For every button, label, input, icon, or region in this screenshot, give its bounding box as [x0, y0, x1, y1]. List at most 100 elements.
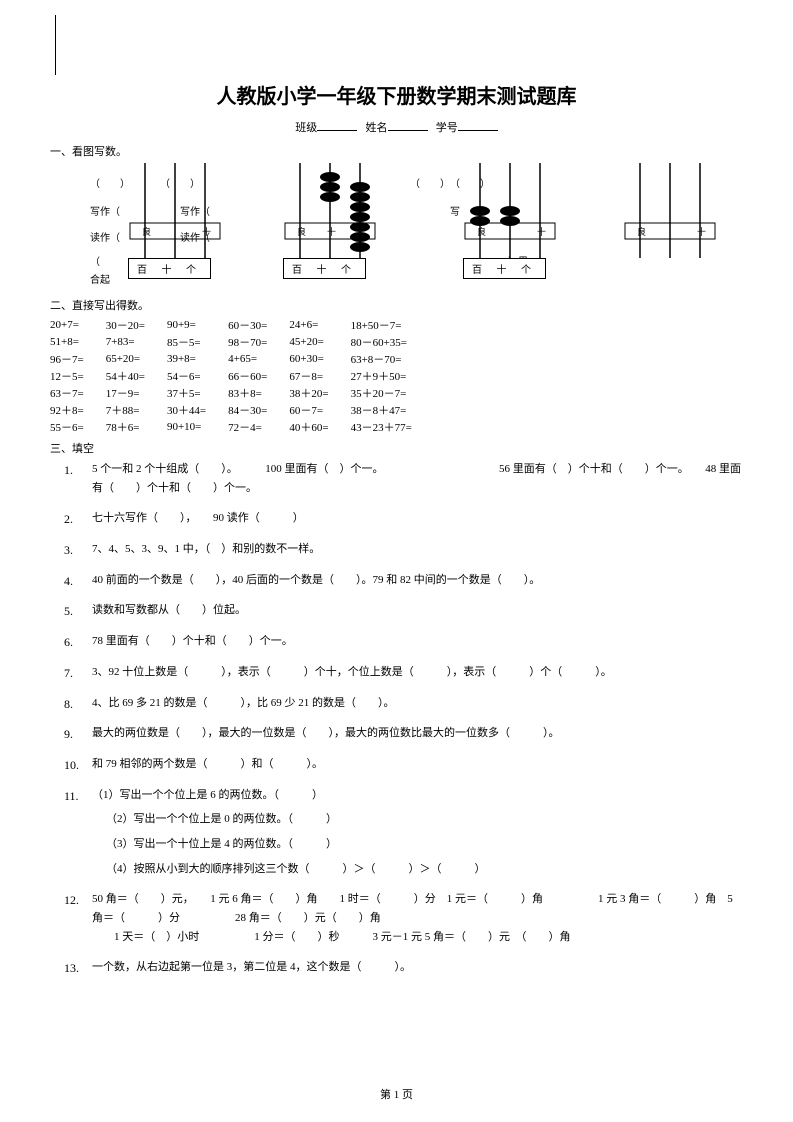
item-text: 5 个一和 2 个十组成（ ）。 100 里面有（ ）个一。 56 里面有（ ）… — [92, 463, 741, 494]
item-text: 50 角＝（ ）元， 1 元 6 角＝（ ）角 1 时＝（ ）分 1 元＝（ ）… — [92, 893, 736, 942]
fill-item: 9.最大的两位数是（ ），最大的一位数是（ ），最大的两位数比最大的一位数多（ … — [92, 724, 743, 743]
arith-cell: 83＋8= — [228, 385, 289, 402]
item-number: 13. — [64, 958, 79, 978]
arith-row: 12－5=54＋40=54－6=66－60=67－8=27＋9＋50= — [50, 368, 434, 385]
arith-cell: 72－4= — [228, 419, 289, 436]
svg-text:良: 良 — [142, 226, 151, 237]
arith-cell: 60+30= — [289, 351, 350, 368]
svg-text:十: 十 — [202, 226, 211, 237]
item-number: 7. — [64, 663, 73, 683]
arith-cell: 67－8= — [289, 368, 350, 385]
arith-cell: 7+83= — [106, 334, 167, 351]
arith-cell: 78＋6= — [106, 419, 167, 436]
item-text: 七十六写作（ ）， 90 读作（ ） — [92, 512, 304, 524]
arith-row: 55－6=78＋6=90+10=72－4=40＋60=43－23＋77= — [50, 419, 434, 436]
sub-item: （3）写出一个十位上是 4 的两位数。（ ） — [92, 835, 743, 854]
arith-cell: 39+8= — [167, 351, 228, 368]
section2-title: 二、直接写出得数。 — [50, 297, 743, 313]
item-number: 2. — [64, 509, 73, 529]
arith-row: 92＋8=7＋88=30＋44=84－30=60－7=38－8＋47= — [50, 402, 434, 419]
fill-item: 10.和 79 相邻的两个数是（ ）和（ ）。 — [92, 755, 743, 774]
arith-cell: 24+6= — [289, 317, 350, 334]
svg-text:十: 十 — [697, 226, 706, 237]
class-label: 班级 — [295, 122, 317, 134]
arithmetic-table: 20+7=30－20=90+9=60－30=24+6=18+50－7=51+8=… — [50, 317, 434, 436]
arith-cell: 90+9= — [167, 317, 228, 334]
arith-cell: 30－20= — [106, 317, 167, 334]
arith-cell: 30＋44= — [167, 402, 228, 419]
arith-cell: 27＋9＋50= — [351, 368, 434, 385]
svg-text:十: 十 — [537, 226, 546, 237]
arith-cell: 92＋8= — [50, 402, 106, 419]
margin-vertical-line — [55, 15, 56, 75]
arith-cell: 60－7= — [289, 402, 350, 419]
abacus-label-box: 百 十 个 — [463, 258, 546, 279]
arith-cell: 65+20= — [106, 351, 167, 368]
arith-cell: 51+8= — [50, 334, 106, 351]
arith-cell: 98－70= — [228, 334, 289, 351]
fill-item: 13.一个数，从右边起第一位是 3，第二位是 4，这个数是（ ）。 — [92, 958, 743, 977]
arith-cell: 4+65= — [228, 351, 289, 368]
fill-item: 5.读数和写数都从（ ）位起。 — [92, 601, 743, 620]
svg-text:良: 良 — [477, 226, 486, 237]
abacus-icon: 良十 — [605, 163, 755, 278]
arith-cell: 45+20= — [289, 334, 350, 351]
fill-item: 12.50 角＝（ ）元， 1 元 6 角＝（ ）角 1 时＝（ ）分 1 元＝… — [92, 890, 743, 946]
arith-cell: 12－5= — [50, 368, 106, 385]
arith-cell: 80－60+35= — [351, 334, 434, 351]
arith-row: 63－7=17－9=37＋5=83＋8=38＋20=35＋20－7= — [50, 385, 434, 402]
id-label: 学号 — [436, 122, 458, 134]
fill-item: 8.4、比 69 多 21 的数是（ ），比 69 少 21 的数是（ ）。 — [92, 694, 743, 713]
sum-label: 合起 — [90, 271, 110, 286]
item-text: 78 里面有（ ）个十和（ ）个一。 — [92, 635, 293, 647]
item-number: 3. — [64, 540, 73, 560]
class-blank — [317, 119, 357, 131]
arith-cell: 18+50－7= — [351, 317, 434, 334]
abacus-label-box: 百 十 个 — [283, 258, 366, 279]
fill-item: 3.7、4、5、3、9、1 中，（ ）和别的数不一样。 — [92, 540, 743, 559]
arith-cell: 63+8－70= — [351, 351, 434, 368]
section3-title: 三、填空 — [50, 440, 743, 456]
sub-item: （4）按照从小到大的顺序排列这三个数（ ）＞（ ）＞（ ） — [92, 860, 743, 879]
item-number: 4. — [64, 571, 73, 591]
arith-cell: 38＋20= — [289, 385, 350, 402]
arith-cell: 66－60= — [228, 368, 289, 385]
arith-cell: 60－30= — [228, 317, 289, 334]
arith-cell: 54－6= — [167, 368, 228, 385]
arith-cell: 35＋20－7= — [351, 385, 434, 402]
fill-item: 11.（1）写出一个个位上是 6 的两位数。（ ）（2）写出一个个位上是 0 的… — [92, 786, 743, 879]
item-number: 6. — [64, 632, 73, 652]
svg-text:良: 良 — [637, 226, 646, 237]
arith-cell: 7＋88= — [106, 402, 167, 419]
abacus-label-box: 百 十 个 — [128, 258, 211, 279]
fill-item: 1.5 个一和 2 个十组成（ ）。 100 里面有（ ）个一。 56 里面有（… — [92, 460, 743, 497]
arith-cell: 85－5= — [167, 334, 228, 351]
item-number: 10. — [64, 755, 79, 775]
item-number: 9. — [64, 724, 73, 744]
name-label: 姓名 — [366, 122, 388, 134]
arith-row: 20+7=30－20=90+9=60－30=24+6=18+50－7= — [50, 317, 434, 334]
section1-title: 一、看图写数。 — [50, 143, 743, 159]
arith-cell: 55－6= — [50, 419, 106, 436]
item-text: 最大的两位数是（ ），最大的一位数是（ ），最大的两位数比最大的一位数多（ ）。 — [92, 727, 560, 739]
arith-cell: 38－8＋47= — [351, 402, 434, 419]
header-fields: 班级 姓名 学号 — [50, 119, 743, 135]
item-text: 4、比 69 多 21 的数是（ ），比 69 少 21 的数是（ ）。 — [92, 697, 395, 709]
fill-blank-list: 1.5 个一和 2 个十组成（ ）。 100 里面有（ ）个一。 56 里面有（… — [50, 460, 743, 977]
fill-item: 2.七十六写作（ ）， 90 读作（ ） — [92, 509, 743, 528]
item-number: 5. — [64, 601, 73, 621]
paren-label: （ — [90, 253, 100, 268]
arith-row: 96－7=65+20=39+8=4+65=60+30=63+8－70= — [50, 351, 434, 368]
item-text: 3、92 十位上数是（ ），表示（ ）个十，个位上数是（ ），表示（ ）个（ ）… — [92, 666, 612, 678]
fill-item: 7.3、92 十位上数是（ ），表示（ ）个十，个位上数是（ ），表示（ ）个（… — [92, 663, 743, 682]
id-blank — [458, 119, 498, 131]
abacus-area: （ ） （ ） 写作（ 写作（ 读作（ 读作（ （ 合起 良十 百 十 个 — [50, 163, 743, 293]
item-text: （1）写出一个个位上是 6 的两位数。（ ） — [92, 789, 323, 801]
arith-cell: 17－9= — [106, 385, 167, 402]
fill-item: 4.40 前面的一个数是（ ），40 后面的一个数是（ ）。79 和 82 中间… — [92, 571, 743, 590]
item-number: 8. — [64, 694, 73, 714]
item-text: 和 79 相邻的两个数是（ ）和（ ）。 — [92, 758, 323, 770]
arith-cell: 20+7= — [50, 317, 106, 334]
arith-cell: 96－7= — [50, 351, 106, 368]
fill-item: 6.78 里面有（ ）个十和（ ）个一。 — [92, 632, 743, 651]
